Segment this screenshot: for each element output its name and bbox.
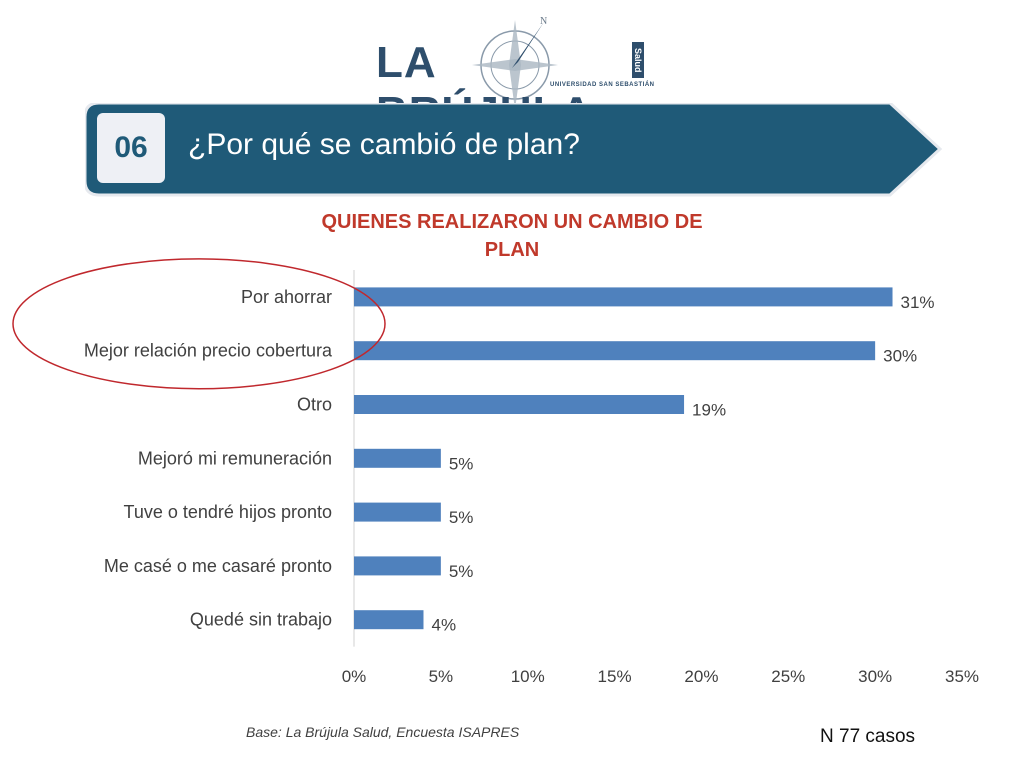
category-label: Tuve o tendré hijos pronto: [124, 502, 332, 522]
title-banner: [85, 103, 943, 197]
slide-number: 06: [97, 113, 165, 183]
data-label: 30%: [883, 347, 917, 366]
slide-title: ¿Por qué se cambió de plan?: [188, 128, 580, 161]
x-tick-label: 5%: [429, 667, 454, 686]
data-label: 5%: [449, 508, 474, 527]
category-label: Me casé o me casaré pronto: [104, 556, 332, 576]
data-label: 31%: [901, 293, 935, 312]
data-label: 19%: [692, 401, 726, 420]
bar: [354, 556, 441, 576]
highlight-ellipse: [12, 258, 386, 390]
x-tick-label: 35%: [945, 667, 979, 686]
source-note: Base: La Brújula Salud, Encuesta ISAPRES: [246, 724, 520, 740]
data-label: 4%: [431, 616, 456, 635]
chart-title: QUIENES REALIZARON UN CAMBIO DE PLAN: [321, 211, 703, 261]
bar: [354, 610, 424, 630]
data-label: 5%: [449, 454, 474, 473]
x-tick-label: 10%: [511, 667, 545, 686]
logo-salud: Salud: [632, 42, 644, 78]
bar: [354, 395, 685, 414]
bar-chart: Por ahorrar 31% Mejor relación precio cobe…: [12, 258, 979, 686]
data-label: 5%: [449, 562, 474, 581]
svg-text:N: N: [540, 16, 547, 27]
x-tick-label: 20%: [684, 667, 718, 686]
category-label: Otro: [297, 395, 332, 415]
bar: [354, 287, 893, 307]
bar: [354, 502, 441, 522]
sample-size: N 77 casos: [820, 726, 916, 747]
bar: [354, 448, 441, 468]
compass-icon: N: [472, 16, 558, 110]
category-label: Mejoró mi remuneración: [138, 448, 332, 468]
bar: [354, 341, 876, 361]
category-label: Mejor relación precio cobertura: [84, 341, 333, 361]
category-label: Por ahorrar: [241, 287, 332, 307]
category-label: Quedé sin trabajo: [190, 610, 332, 630]
x-tick-label: 25%: [771, 667, 805, 686]
logo-subtitle: UNIVERSIDAD SAN SEBASTIÁN: [550, 82, 655, 88]
x-tick-label: 30%: [858, 667, 892, 686]
x-tick-label: 0%: [342, 667, 367, 686]
x-tick-label: 15%: [598, 667, 632, 686]
